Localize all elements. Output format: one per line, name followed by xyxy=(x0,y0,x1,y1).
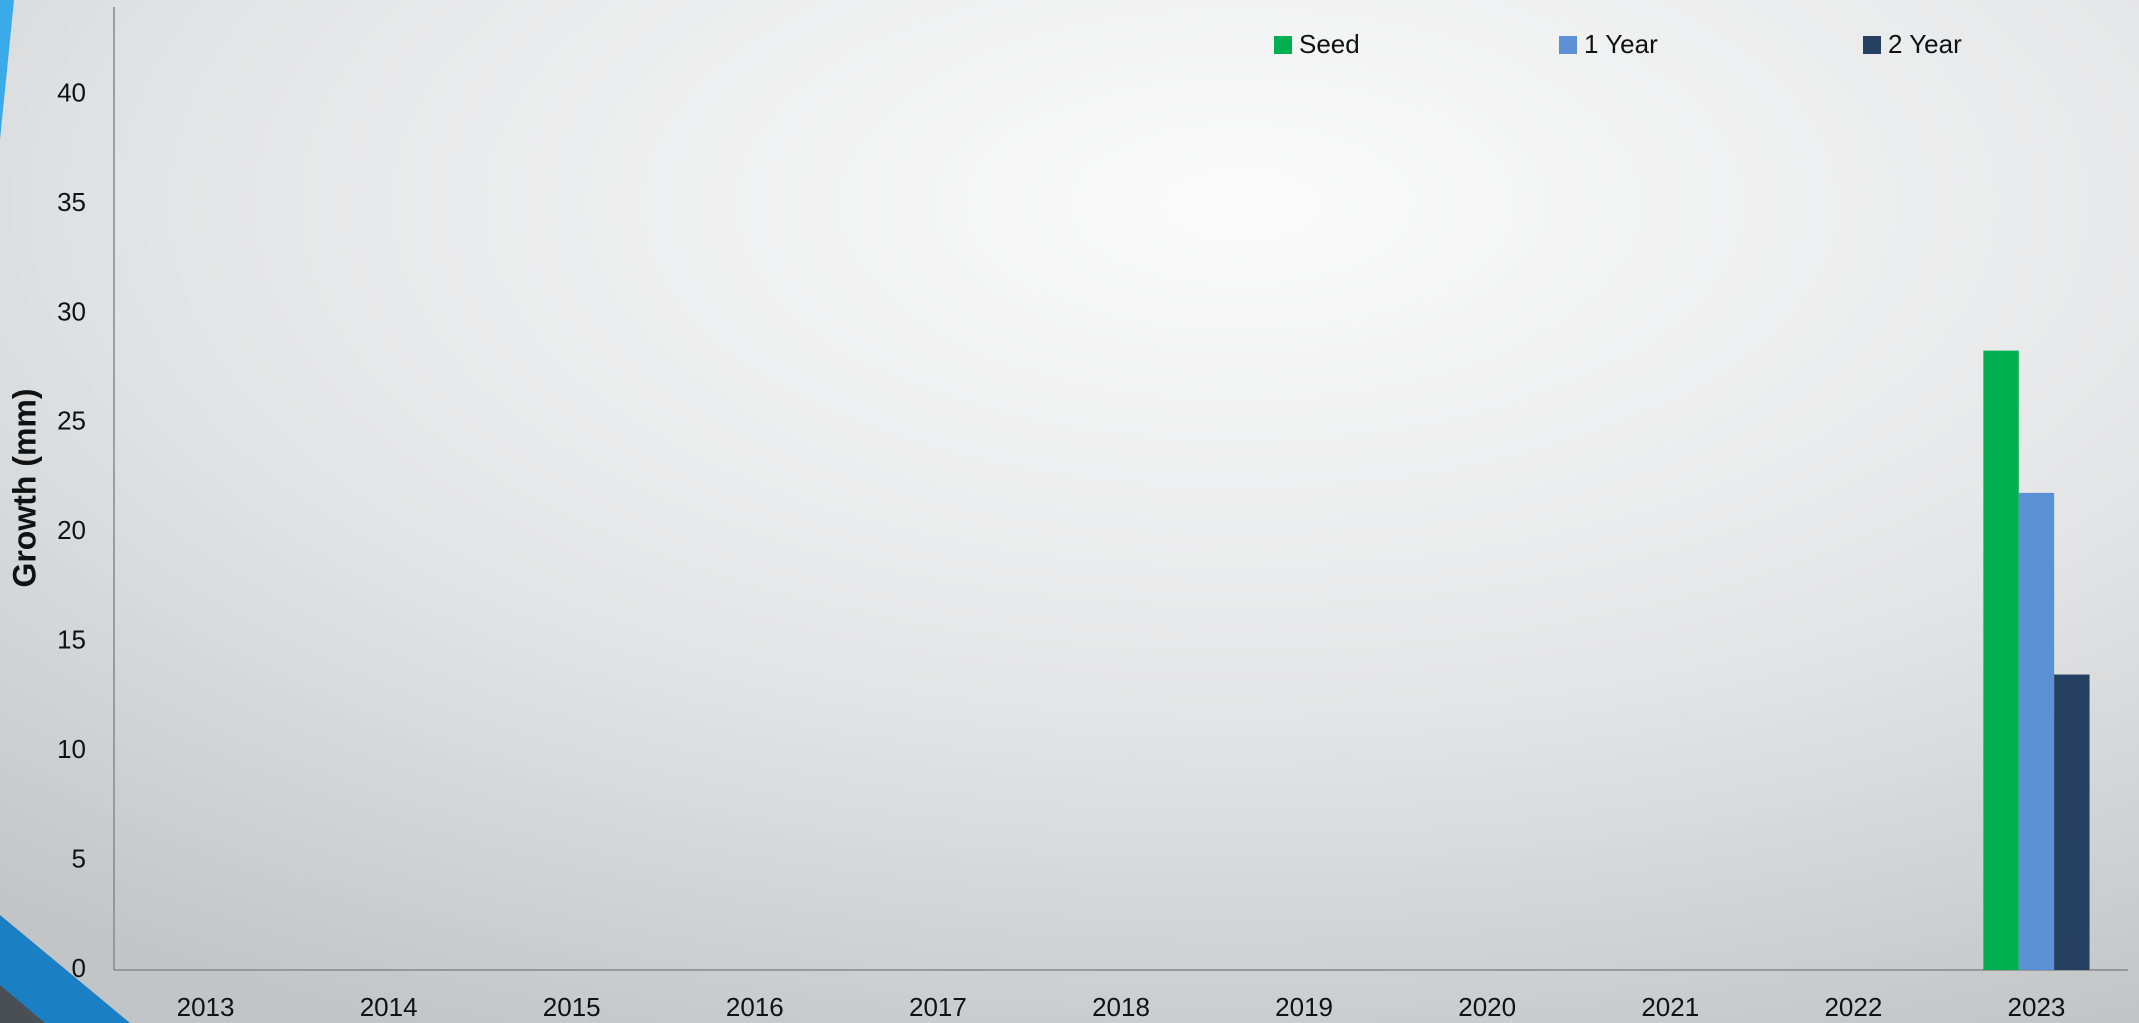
decoration xyxy=(0,915,130,1023)
legend-swatch xyxy=(1863,36,1881,54)
legend-label: 2 Year xyxy=(1888,29,1962,59)
y-tick-label: 35 xyxy=(57,187,86,217)
x-tick-label: 2023 xyxy=(2008,992,2066,1022)
x-tick-label: 2018 xyxy=(1092,992,1150,1022)
legend-swatch xyxy=(1274,36,1292,54)
y-tick-label: 25 xyxy=(57,406,86,436)
x-tick-label: 2013 xyxy=(177,992,235,1022)
y-tick-label: 0 xyxy=(72,953,86,983)
x-tick-label: 2022 xyxy=(1824,992,1882,1022)
x-tick-label: 2019 xyxy=(1275,992,1333,1022)
x-tick-label: 2021 xyxy=(1641,992,1699,1022)
x-tick-label: 2020 xyxy=(1458,992,1516,1022)
y-tick-label: 40 xyxy=(57,77,86,107)
y-tick-label: 20 xyxy=(57,515,86,545)
y-tick-label: 5 xyxy=(72,843,86,873)
x-tick-label: 2016 xyxy=(726,992,784,1022)
x-tick-label: 2017 xyxy=(909,992,967,1022)
y-tick-label: 15 xyxy=(57,625,86,655)
x-tick-label: 2014 xyxy=(360,992,418,1022)
y-axis-label: Growth (mm) xyxy=(6,388,42,587)
legend-label: Seed xyxy=(1299,29,1360,59)
decoration xyxy=(0,0,14,140)
legend-label: 1 Year xyxy=(1584,29,1658,59)
y-tick-label: 10 xyxy=(57,734,86,764)
decoration xyxy=(0,985,45,1023)
bar xyxy=(2018,492,2055,970)
bar xyxy=(1983,350,2019,970)
x-tick-label: 2015 xyxy=(543,992,601,1022)
bar xyxy=(2054,674,2090,970)
y-tick-label: 30 xyxy=(57,296,86,326)
legend-swatch xyxy=(1559,36,1577,54)
